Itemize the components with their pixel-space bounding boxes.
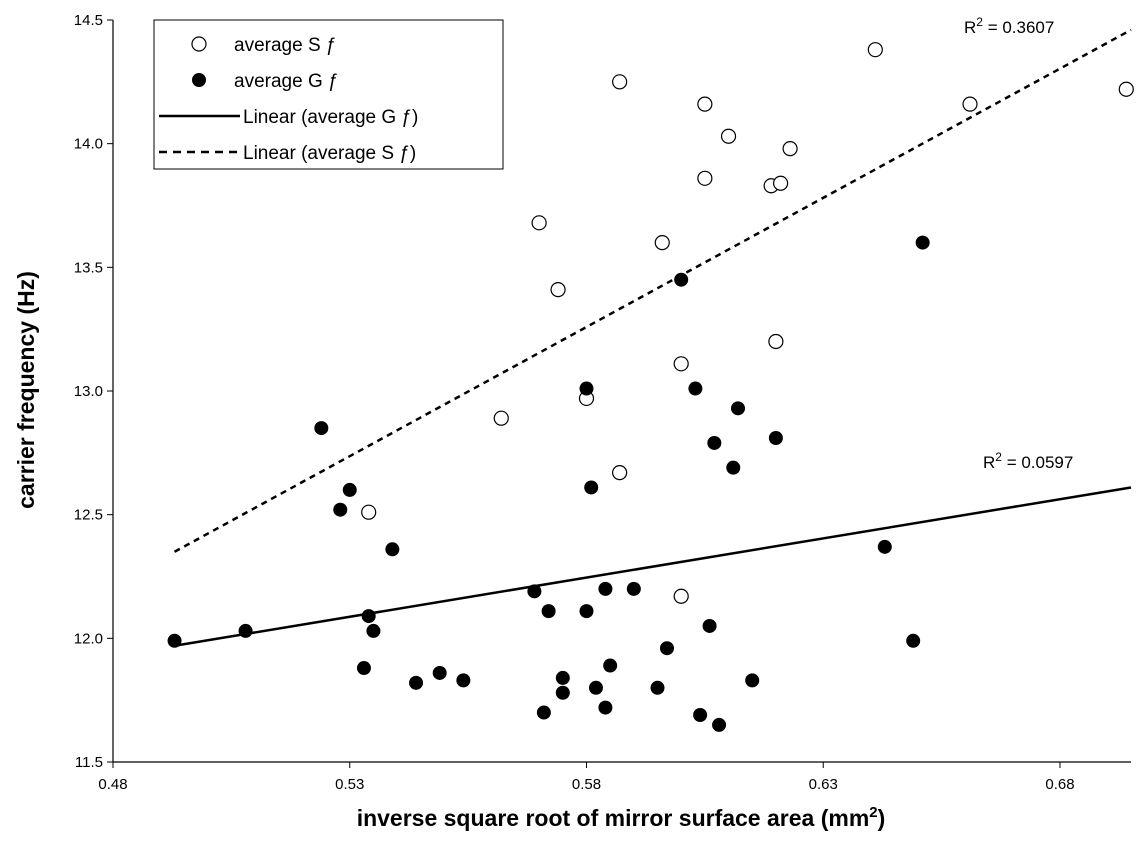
- point-average-s: [531, 215, 547, 231]
- legend-label-s: average S ƒ: [234, 35, 336, 56]
- point-average-g: [588, 680, 603, 695]
- point-average-g: [915, 235, 930, 250]
- point-average-g: [674, 272, 689, 287]
- point-average-g: [731, 401, 746, 416]
- trendline-s-dashed: [173, 28, 1132, 553]
- point-average-g: [768, 430, 783, 445]
- point-average-s: [493, 410, 509, 426]
- point-average-g: [409, 675, 424, 690]
- point-average-g: [693, 708, 708, 723]
- x-tick-label: 0.48: [98, 776, 127, 793]
- x-axis-title-end: ): [878, 805, 886, 831]
- point-average-s: [697, 96, 713, 112]
- point-average-g: [579, 604, 594, 619]
- y-tick-label: 12.0: [74, 630, 103, 647]
- point-average-s: [550, 281, 566, 298]
- legend-marker-s: [191, 36, 207, 52]
- trendlines: [173, 28, 1132, 647]
- point-average-g: [712, 717, 727, 732]
- legend-label-g: average G ƒ: [234, 71, 339, 92]
- tick-labels: 11.5 12.0 12.5 13.0 13.5 14.0 14.5 0.48 0.53 0.58…: [74, 12, 1075, 793]
- x-tick-label: 0.63: [809, 776, 838, 793]
- point-average-g: [707, 435, 722, 450]
- point-average-g: [555, 670, 570, 685]
- legend: average S ƒ average G ƒ Linear (average …: [153, 19, 504, 170]
- point-average-s: [962, 96, 978, 112]
- r2-label-g: R2 = 0.0597: [983, 450, 1073, 472]
- y-tick-label: 13.5: [74, 259, 103, 276]
- point-average-g: [333, 502, 348, 517]
- point-average-g: [906, 633, 921, 648]
- point-average-g: [659, 641, 674, 656]
- point-average-g: [745, 673, 760, 688]
- point-average-g: [702, 618, 717, 633]
- r2-label-s-value: = 0.3607: [983, 18, 1054, 37]
- point-average-s: [720, 128, 737, 144]
- legend-label-s-fit: Linear (average S ƒ): [243, 143, 416, 164]
- x-axis-title-superscript: 2: [869, 804, 877, 821]
- legend-marker-g: [192, 73, 206, 87]
- point-average-g: [167, 633, 182, 648]
- trendline-g-solid: [174, 486, 1132, 647]
- x-tick-label: 0.58: [572, 776, 601, 793]
- x-tick-label: 0.53: [335, 776, 364, 793]
- point-average-s: [612, 74, 628, 90]
- point-average-g: [650, 680, 665, 695]
- point-average-s: [673, 356, 689, 372]
- r2-label-g-r: R: [983, 453, 995, 472]
- point-average-g: [603, 658, 618, 673]
- point-average-g: [555, 685, 570, 700]
- y-tick-label: 14.5: [74, 12, 103, 29]
- point-average-g: [238, 623, 253, 638]
- legend-box: [153, 19, 504, 170]
- point-average-s: [361, 504, 377, 520]
- r2-label-g-superscript: 2: [995, 450, 1002, 464]
- point-average-g: [342, 482, 357, 497]
- x-axis-title: inverse square root of mirror surface ar…: [357, 804, 886, 831]
- point-average-g: [626, 581, 641, 596]
- legend-label-g-fit: Linear (average G ƒ): [243, 107, 418, 128]
- point-average-g: [598, 700, 613, 715]
- point-average-s: [768, 333, 784, 350]
- r2-label-s-superscript: 2: [976, 15, 983, 29]
- point-average-g: [726, 460, 741, 475]
- r2-label-s: R2 = 0.3607: [964, 15, 1054, 37]
- y-tick-label: 13.0: [74, 383, 103, 400]
- point-average-s: [867, 42, 883, 58]
- point-average-g: [385, 542, 400, 557]
- point-average-s: [654, 235, 670, 251]
- point-average-g: [314, 421, 329, 436]
- data-points: [167, 42, 1134, 732]
- y-axis-title: carrier frequency (Hz): [13, 271, 39, 509]
- point-average-g: [361, 609, 376, 624]
- point-average-s: [1118, 81, 1134, 97]
- y-tick-label: 14.0: [74, 136, 103, 153]
- r2-label-s-r: R: [964, 18, 976, 37]
- point-average-g: [598, 581, 613, 596]
- point-average-g: [432, 665, 447, 680]
- point-average-s: [697, 170, 713, 186]
- x-axis-title-text: inverse square root of mirror surface ar…: [357, 805, 870, 831]
- point-average-g: [356, 661, 371, 676]
- point-average-s: [773, 175, 789, 191]
- y-tick-label: 11.5: [75, 754, 103, 771]
- r2-label-g-value: = 0.0597: [1002, 453, 1073, 472]
- point-average-g: [877, 539, 892, 554]
- y-tick-label: 12.5: [74, 507, 103, 524]
- point-average-g: [688, 381, 703, 396]
- point-average-s: [782, 141, 798, 157]
- point-average-g: [527, 584, 542, 599]
- point-average-g: [456, 673, 471, 688]
- point-average-g: [536, 705, 551, 720]
- point-average-g: [579, 381, 594, 396]
- point-average-s: [673, 588, 689, 604]
- point-average-g: [366, 623, 381, 638]
- point-average-g: [584, 480, 599, 495]
- point-average-s: [612, 465, 628, 481]
- x-tick-label: 0.68: [1045, 776, 1074, 793]
- point-average-g: [541, 604, 556, 619]
